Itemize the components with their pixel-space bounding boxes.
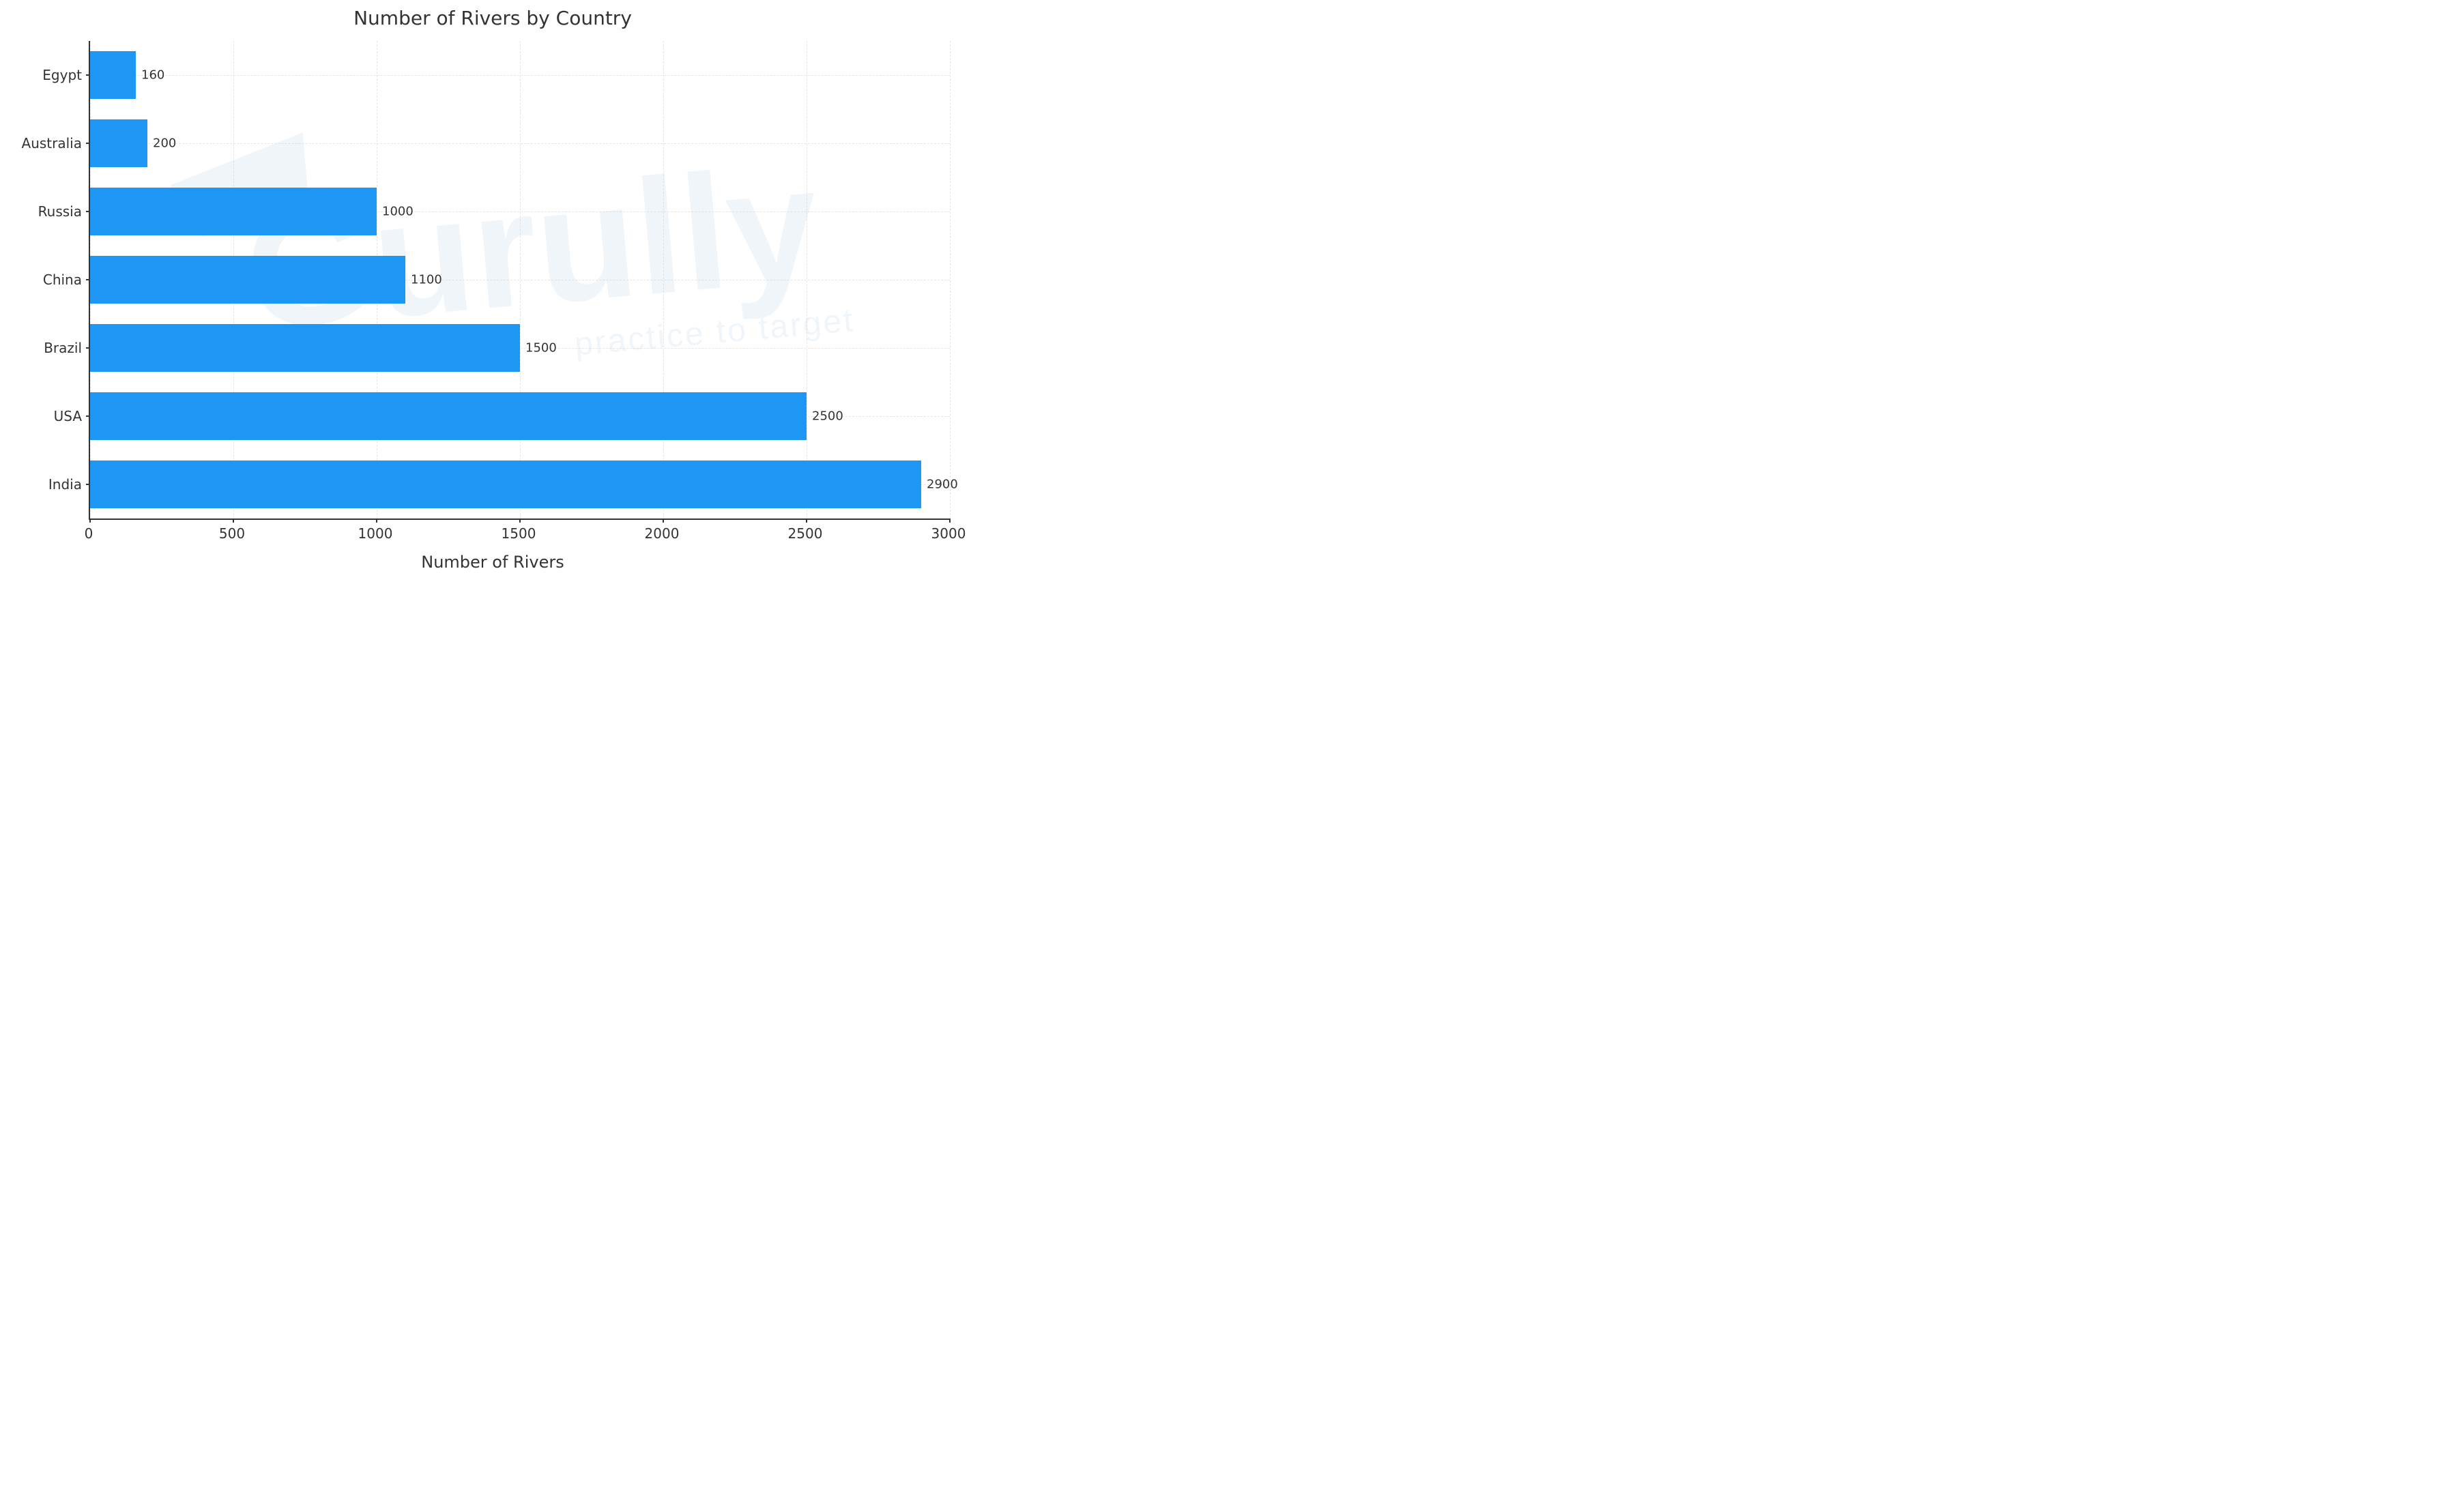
x-tick-label: 2500 (788, 525, 823, 542)
x-tick-label: 1500 (502, 525, 536, 542)
gridline-v (950, 41, 951, 518)
bar-brazil (90, 324, 520, 372)
bar-russia (90, 188, 377, 235)
bar-australia (90, 119, 147, 167)
chart-title: Number of Rivers by Country (0, 7, 985, 29)
bar-egypt (90, 51, 136, 99)
plot-area: 2900 2500 1500 1100 1000 200 160 (89, 41, 950, 520)
bar-value-label: 1100 (411, 273, 442, 287)
x-tick (89, 518, 91, 523)
y-tick-label: Australia (22, 135, 82, 151)
bar-china (90, 256, 405, 304)
bar-india (90, 461, 921, 508)
x-axis-label: Number of Rivers (0, 553, 985, 572)
y-tick-label: China (43, 272, 82, 288)
x-tick-label: 500 (219, 525, 245, 542)
gridline-h (90, 75, 950, 76)
x-tick (806, 518, 807, 523)
x-tick (949, 518, 951, 523)
bar-value-label: 1000 (382, 205, 414, 219)
x-tick-label: 3000 (931, 525, 966, 542)
bar-usa (90, 392, 807, 440)
x-tick-label: 1000 (358, 525, 393, 542)
x-tick (519, 518, 521, 523)
rivers-bar-chart: Number of Rivers by Country Gurully prac… (0, 0, 985, 596)
bar-value-label: 2900 (927, 478, 958, 492)
y-tick-label: Brazil (44, 340, 82, 356)
x-tick (663, 518, 664, 523)
bar-value-label: 200 (153, 136, 176, 151)
gridline-h (90, 143, 950, 144)
x-tick-label: 0 (85, 525, 93, 542)
bar-value-label: 1500 (525, 341, 557, 355)
x-tick-label: 2000 (645, 525, 680, 542)
x-tick (376, 518, 377, 523)
y-tick-label: Russia (38, 203, 82, 220)
y-tick-label: USA (54, 408, 82, 424)
x-tick (233, 518, 234, 523)
bar-value-label: 2500 (812, 409, 843, 424)
y-tick-label: India (48, 476, 82, 493)
y-tick-label: Egypt (42, 67, 82, 83)
bar-value-label: 160 (141, 68, 164, 83)
